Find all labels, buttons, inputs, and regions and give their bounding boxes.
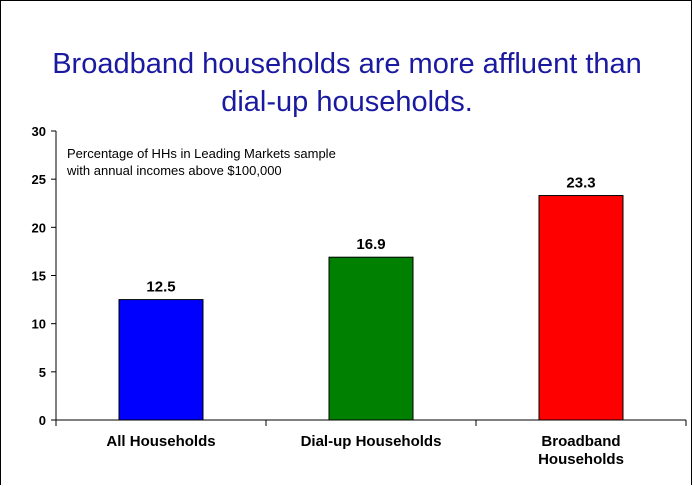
y-tick-label: 15: [32, 269, 46, 284]
bar-value-label: 16.9: [356, 236, 385, 253]
bar: [118, 299, 204, 421]
y-tick-label: 25: [32, 172, 46, 187]
chart-note-line-1: Percentage of HHs in Leading Markets sam…: [67, 146, 336, 161]
chart-note: Percentage of HHs in Leading Markets sam…: [67, 145, 336, 179]
slide-title-line-2: dial-up households.: [221, 86, 473, 118]
y-tick-label: 30: [32, 124, 46, 139]
bar-value-label: 23.3: [566, 175, 595, 192]
x-category-label: Households: [538, 451, 624, 468]
y-tick-label: 5: [39, 365, 46, 380]
x-category-label: Broadband: [541, 433, 620, 450]
bar: [328, 256, 414, 421]
chart-note-line-2: with annual incomes above $100,000: [67, 163, 282, 178]
bar-value-label: 12.5: [146, 279, 175, 296]
x-category-label: Dial-up Households: [301, 433, 442, 450]
y-tick-label: 10: [32, 317, 46, 332]
x-category-label: All Households: [106, 433, 215, 450]
slide-title-line-1: Broadband households are more affluent t…: [52, 48, 642, 80]
y-tick-label: 0: [39, 413, 46, 428]
bar: [538, 195, 624, 421]
slide-title: Broadband households are more affluent t…: [1, 45, 693, 121]
y-tick-label: 20: [32, 220, 46, 235]
